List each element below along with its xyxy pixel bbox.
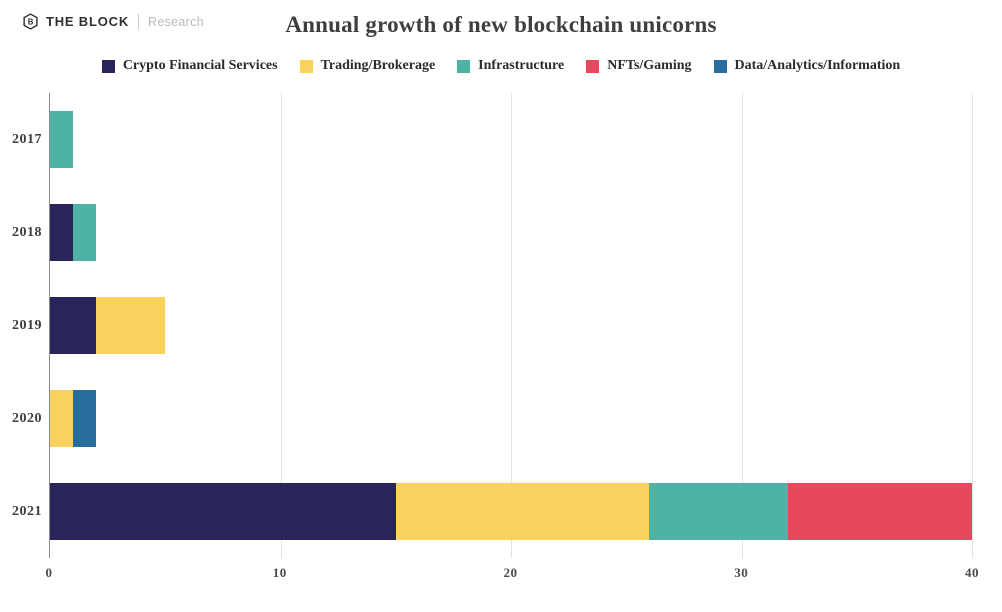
year-label: 2020 [12,410,42,426]
legend-swatch [713,59,727,73]
year-label: 2017 [12,131,42,147]
legend-label: Trading/Brokerage [320,58,436,73]
bar-segment [73,204,97,261]
legend-label: Data/Analytics/Information [734,58,901,73]
bar-segment [50,483,396,540]
chart-legend: Crypto Financial Services Trading/Brokera… [0,57,1002,75]
year-label: 2019 [12,317,42,333]
gridline [972,93,973,558]
plot-axis-frame: 2017 2018 2019 2020 2021 [12,93,973,558]
bar-rows-container: 2017 2018 2019 2020 2021 [12,93,972,558]
x-tick-label: 30 [734,565,749,580]
legend-item: Data/Analytics/Information [713,58,901,74]
plot-area: 2017 2018 2019 2020 2021 [12,93,973,558]
the-block-research-logo: B THE BLOCK Research [22,13,204,30]
stacked-bar [50,297,972,354]
bar-row: 2019 [12,279,972,372]
stacked-bar [50,390,972,447]
legend-label: Infrastructure [478,58,565,73]
logo-divider [138,14,140,29]
bar-segment [50,390,74,447]
logo-research-text: Research [148,14,204,29]
bar-segment [73,390,97,447]
legend-swatch [457,59,471,73]
bar-row: 2020 [12,372,972,465]
year-label: 2018 [12,224,42,240]
bar-segment [50,297,97,354]
stacked-bar [50,483,972,540]
legend-label: Crypto Financial Services [122,58,278,73]
x-tick-label: 10 [272,565,287,580]
x-tick-label: 40 [965,565,979,580]
bar-segment [787,483,972,540]
the-block-logo-icon: B [23,13,38,30]
x-tick-label: 0 [45,565,53,580]
legend-item: Crypto Financial Services [101,58,278,74]
x-axis-labels: 0 10 20 30 40 [45,558,979,588]
svg-text:B: B [28,17,34,26]
stacked-bar [50,204,972,261]
gridline [511,93,512,558]
legend-item: Infrastructure [457,58,564,74]
bar-row: 2018 [12,186,972,279]
bar-segment [649,483,788,540]
bar-row: 2017 [12,93,972,186]
bar-segment [395,483,650,540]
legend-swatch [101,59,115,73]
bar-row: 2021 [12,465,972,558]
gridline [280,93,282,558]
legend-swatch [586,59,600,73]
stacked-bar [50,111,972,168]
bar-segment [50,204,74,261]
legend-label: NFTs/Gaming [607,58,692,73]
logo-brand-text: THE BLOCK [46,14,130,29]
legend-item: Trading/Brokerage [299,58,436,74]
gridline [741,93,743,558]
legend-swatch [299,59,313,73]
x-tick-label: 20 [503,565,518,580]
bar-segment [50,111,74,168]
chart-title: Annual growth of new blockchain unicorns [285,12,717,37]
year-label: 2021 [12,503,42,519]
bar-segment [96,297,166,354]
legend-item: NFTs/Gaming [586,58,692,74]
